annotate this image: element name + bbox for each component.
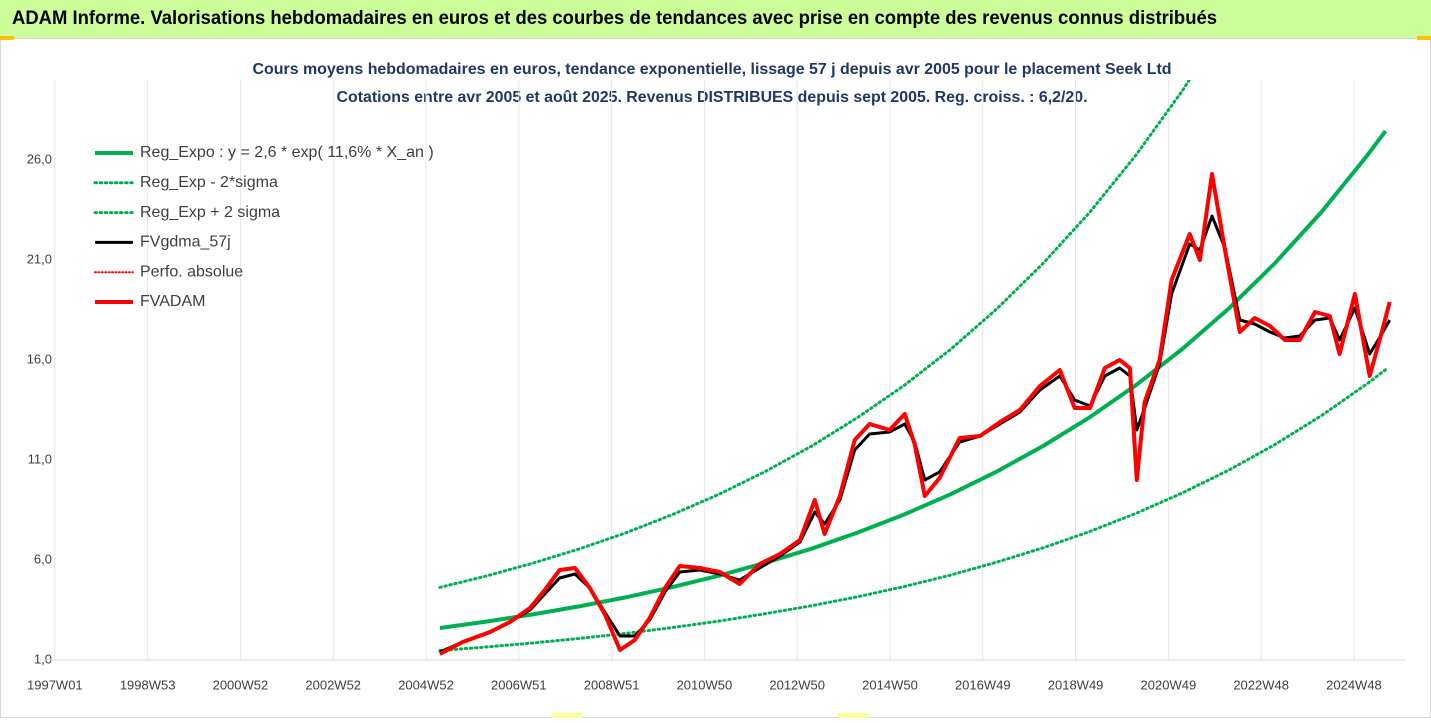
corner-handle bbox=[1417, 36, 1431, 40]
series-line bbox=[439, 214, 1392, 654]
legend-label: FVgdma_57j bbox=[140, 234, 231, 251]
x-tick-label: 2010W50 bbox=[677, 677, 733, 692]
x-tick-label: 1998W53 bbox=[120, 677, 176, 692]
x-tick-label: 2006W51 bbox=[491, 677, 547, 692]
legend-label: Reg_Exp - 2*sigma bbox=[140, 174, 278, 191]
plot-area bbox=[438, 80, 1392, 656]
x-tick-label: 2004W52 bbox=[398, 677, 454, 692]
x-tick-label: 2022W48 bbox=[1233, 677, 1289, 692]
series-line bbox=[438, 368, 1387, 653]
x-tick-label: 2008W51 bbox=[584, 677, 640, 692]
chart-frame bbox=[0, 38, 1431, 718]
y-tick-label: 16,0 bbox=[27, 351, 52, 366]
x-tick-label: 2014W50 bbox=[862, 677, 918, 692]
subtitle: Cotations entre avr 2005 et août 2025. R… bbox=[337, 89, 1088, 106]
x-tick-label: 2002W52 bbox=[305, 677, 361, 692]
x-tick-label: 1997W01 bbox=[27, 677, 83, 692]
header-bar bbox=[0, 0, 1431, 38]
legend-label: Reg_Exp + 2 sigma bbox=[140, 204, 280, 221]
y-tick-label: 26,0 bbox=[27, 151, 52, 166]
y-tick-label: 21,0 bbox=[27, 251, 52, 266]
series-line bbox=[439, 129, 1388, 630]
grid bbox=[54, 80, 1355, 660]
legend: Reg_Expo : y = 2,6 * exp( 11,6% * X_an )… bbox=[93, 144, 434, 310]
axes: 1,0 6,0 11,0 16,0 21,0 26,0 1997W01 1998W53 2000… bbox=[27, 151, 1405, 692]
legend-label: Reg_Expo : y = 2,6 * exp( 11,6% * X_an ) bbox=[140, 144, 434, 161]
y-tick-label: 11,0 bbox=[28, 451, 52, 466]
x-tick-label: 2020W49 bbox=[1141, 677, 1197, 692]
y-tick-label: 6,0 bbox=[34, 551, 52, 566]
subtitle: Cours moyens hebdomadaires en euros, ten… bbox=[253, 61, 1172, 78]
legend-label: Perfo. absolue bbox=[140, 263, 243, 280]
corner-handle bbox=[0, 36, 14, 40]
series-line bbox=[438, 80, 1192, 589]
legend-label: FVADAM bbox=[140, 293, 205, 310]
x-tick-label: 2012W50 bbox=[769, 677, 825, 692]
x-tick-label: 2018W49 bbox=[1048, 677, 1104, 692]
y-tick-label: 1,0 bbox=[34, 651, 52, 666]
edge-handle bbox=[838, 713, 868, 718]
x-tick-label: 2024W48 bbox=[1326, 677, 1382, 692]
x-tick-label: 2000W52 bbox=[213, 677, 269, 692]
series-line bbox=[438, 172, 1392, 656]
edge-handle bbox=[552, 713, 582, 718]
header-title: ADAM Informe. Valorisations hebdomadaire… bbox=[12, 8, 1217, 29]
x-tick-label: 2016W49 bbox=[955, 677, 1011, 692]
